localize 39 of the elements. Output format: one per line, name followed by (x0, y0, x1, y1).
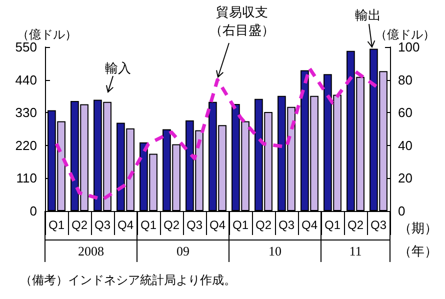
x-tick-label: Q1 (48, 218, 65, 232)
x-tick-label: Q4 (117, 218, 134, 232)
x-tick-label: Q1 (140, 218, 157, 232)
text: 貿易収支（右目盛） (210, 4, 274, 38)
text: 輸入 (105, 60, 131, 76)
x-tick-label: Q1 (232, 218, 249, 232)
y-tick-label: 0 (30, 204, 37, 218)
y-tick-label: 220 (15, 138, 37, 153)
x-tick-label: Q2 (71, 218, 88, 232)
x-tick-label: Q3 (94, 218, 111, 232)
x-tick-label: Q2 (347, 218, 364, 232)
y-tick-label: 110 (16, 170, 37, 186)
y-tick-label: 440 (15, 72, 37, 88)
x-tick-label: Q2 (163, 218, 180, 232)
text: 10 (268, 244, 282, 258)
x-tick-label: Q2 (255, 218, 272, 232)
y2-tick-label: 80 (398, 72, 412, 88)
y2-tick-label: 20 (398, 170, 412, 186)
x-tick-label: Q4 (301, 218, 318, 232)
y2-tick-label: 0 (398, 204, 406, 218)
text: （年） (398, 244, 438, 258)
text: 09 (176, 244, 190, 258)
y2-tick-label: 60 (398, 105, 412, 120)
y-axis-title: （億ドル） (17, 28, 77, 42)
x-tick-label: Q1 (324, 218, 341, 232)
x-tick-label: Q3 (278, 218, 295, 232)
text: 11 (349, 244, 362, 258)
y-tick-label: 330 (15, 105, 37, 120)
x-axis-title: （期） (398, 220, 438, 236)
x-tick-label: Q3 (186, 218, 203, 232)
x-tick-label: Q4 (209, 218, 226, 232)
text: 2008 (78, 244, 104, 258)
y2-axis-title: （億ドル） (375, 28, 435, 42)
text: 輸出 (355, 8, 381, 22)
x-tick-label: Q3 (370, 218, 387, 232)
y-tick-label: 550 (15, 40, 37, 54)
text: （備考）インドネシア統計局より作成。 (20, 273, 236, 287)
y2-tick-label: 40 (398, 138, 412, 153)
y2-tick-label: 100 (398, 40, 420, 54)
